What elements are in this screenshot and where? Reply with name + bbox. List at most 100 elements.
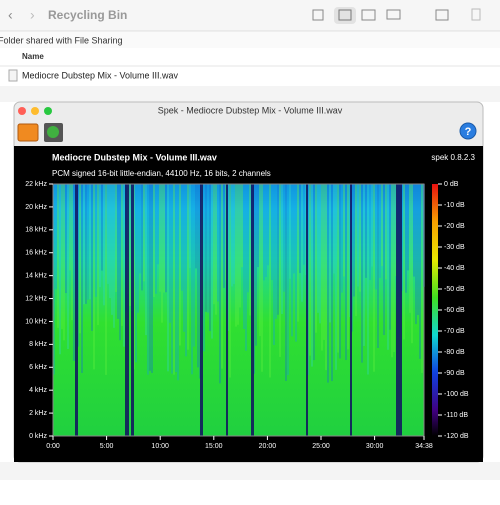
texture-strip — [365, 184, 367, 278]
row-stripes — [0, 86, 500, 480]
texture-strip — [237, 184, 239, 325]
texture-strip — [185, 184, 187, 357]
texture-strip — [101, 184, 103, 271]
colorbar-label: -50 dB — [444, 286, 465, 293]
texture-strip — [261, 184, 263, 372]
texture-strip — [139, 184, 141, 274]
open-button[interactable] — [17, 123, 39, 142]
texture-strip — [369, 184, 371, 280]
texture-strip — [283, 184, 285, 292]
texture-strip — [317, 184, 319, 313]
colorbar-label: -100 dB — [444, 391, 469, 398]
x-tick-label: 25:00 — [312, 443, 330, 450]
column-header[interactable]: Name — [22, 52, 44, 61]
y-tick-label: 10 kHz — [25, 318, 47, 325]
texture-strip — [179, 184, 181, 346]
texture-strip — [109, 184, 111, 299]
texture-strip — [273, 184, 275, 345]
group-button[interactable] — [435, 9, 449, 21]
x-tick-label: 20:00 — [259, 443, 277, 450]
texture-strip — [161, 184, 163, 323]
texture-strip — [233, 184, 235, 284]
texture-strip — [217, 184, 219, 302]
colorbar-label: -60 dB — [444, 307, 465, 314]
texture-strip — [129, 184, 131, 307]
file-name[interactable]: Mediocre Dubstep Mix - Volume III.wav — [22, 70, 179, 80]
window-title: Spek - Mediocre Dubstep Mix - Volume III… — [158, 105, 343, 115]
texture-strip — [55, 184, 57, 290]
info: PCM signed 16-bit little-endian, 44100 H… — [52, 169, 271, 178]
texture-strip — [107, 184, 109, 284]
gallery-view[interactable] — [386, 9, 401, 20]
texture-strip — [187, 184, 189, 350]
texture-strip — [417, 184, 419, 315]
texture-strip — [63, 184, 65, 341]
texture-strip — [409, 184, 411, 313]
texture-strip — [299, 184, 301, 274]
texture-strip — [81, 184, 83, 374]
texture-strip — [123, 184, 125, 347]
texture-strip — [207, 184, 209, 313]
texture-strip — [243, 184, 245, 330]
share-button[interactable] — [471, 8, 481, 21]
texture-strip — [371, 184, 373, 267]
texture-strip — [99, 184, 101, 288]
texture-strip — [379, 184, 381, 279]
texture-strip — [57, 184, 59, 328]
texture-strip — [377, 184, 379, 348]
x-tick-label: 30:00 — [366, 443, 384, 450]
x-tick-label: 0:00 — [46, 443, 60, 450]
y-tick-label: 20 kHz — [25, 204, 47, 211]
finder-toolbar — [0, 0, 500, 31]
texture-strip — [355, 184, 357, 317]
dark-band — [306, 184, 308, 436]
texture-strip — [169, 184, 171, 323]
help-button[interactable] — [459, 122, 477, 140]
close-button[interactable] — [18, 107, 26, 115]
colorbar-label: -90 dB — [444, 370, 465, 377]
texture-strip — [177, 184, 179, 381]
texture-strip — [229, 184, 231, 378]
texture-strip — [163, 184, 165, 293]
texture-strip — [303, 184, 305, 265]
minimize-button[interactable] — [31, 107, 39, 115]
colorbar-label: -30 dB — [444, 244, 465, 251]
texture-strip — [271, 184, 273, 281]
texture-strip — [411, 184, 413, 344]
y-tick-label: 2 kHz — [29, 410, 47, 417]
zoom-button[interactable] — [44, 107, 52, 115]
dark-band — [125, 184, 129, 436]
texture-strip — [295, 184, 297, 342]
back-button[interactable]: ‹ — [8, 7, 13, 23]
texture-strip — [231, 184, 233, 287]
texture-strip — [265, 184, 267, 277]
texture-strip — [407, 184, 409, 271]
texture-strip — [391, 184, 393, 358]
y-tick-label: 18 kHz — [25, 227, 47, 234]
texture-strip — [259, 184, 261, 337]
texture-strip — [205, 184, 207, 312]
texture-strip — [195, 184, 197, 269]
texture-strip — [357, 184, 359, 287]
y-tick-label: 14 kHz — [25, 272, 47, 279]
texture-strip — [269, 184, 271, 378]
texture-strip — [389, 184, 391, 330]
forward-button[interactable]: › — [30, 7, 35, 23]
texture-strip — [89, 184, 91, 300]
dark-band — [226, 184, 228, 436]
icon-view[interactable] — [312, 9, 324, 21]
y-tick-label: 22 kHz — [25, 181, 47, 188]
dark-band — [200, 184, 203, 436]
texture-strip — [171, 184, 173, 374]
texture-strip — [239, 184, 241, 308]
texture-strip — [337, 184, 339, 353]
texture-strip — [67, 184, 69, 349]
spectrogram — [53, 184, 424, 436]
column-view[interactable] — [361, 9, 376, 21]
texture-strip — [193, 184, 195, 347]
colorbar-label: 0 dB — [444, 181, 459, 188]
texture-strip — [209, 184, 211, 332]
colorbar-label: -20 dB — [444, 223, 465, 230]
texture-strip — [287, 184, 289, 376]
texture-strip — [347, 184, 349, 350]
